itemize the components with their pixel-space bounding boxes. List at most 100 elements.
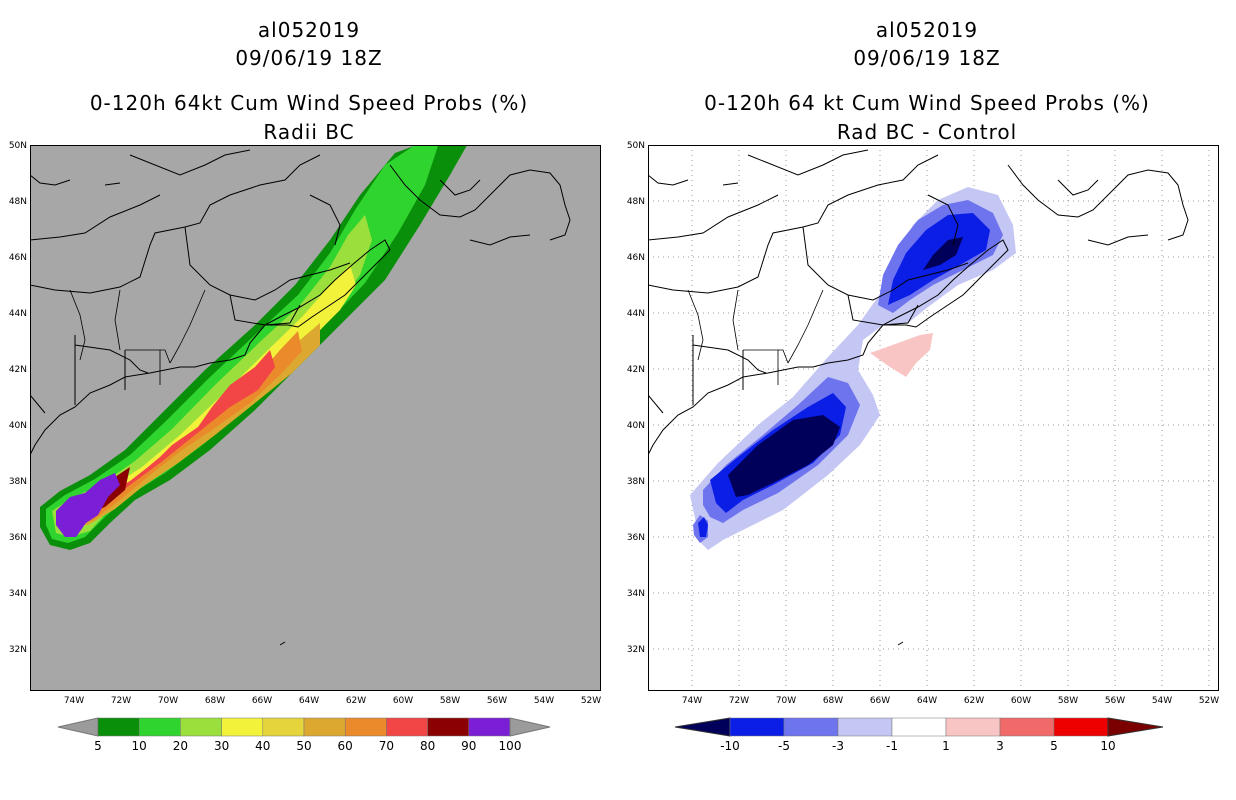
lon-tick-label: 52W xyxy=(581,696,601,706)
lat-tick-label: 48N xyxy=(9,197,27,207)
colorbar-box xyxy=(180,717,222,737)
colorbar-label: 60 xyxy=(338,739,353,753)
colorbar-label: 50 xyxy=(296,739,311,753)
lat-tick-label: 42N xyxy=(9,365,27,375)
colorbar-label: 100 xyxy=(499,739,522,753)
colorbar-box xyxy=(999,717,1055,737)
colorbar-arrow-low xyxy=(57,717,99,737)
colorbar-box xyxy=(945,717,1001,737)
colorbar-label: 3 xyxy=(996,739,1004,753)
lon-tick-label: 56W xyxy=(1105,696,1125,706)
colorbar-label: 5 xyxy=(1050,739,1058,753)
colorbar-box xyxy=(344,717,387,737)
colorbar-label: 5 xyxy=(94,739,102,753)
lon-tick-label: 66W xyxy=(252,696,272,706)
colorbar-label: 30 xyxy=(214,739,229,753)
lon-tick-label: 54W xyxy=(1152,696,1172,706)
left-map xyxy=(30,145,601,691)
lat-tick-label: 46N xyxy=(627,253,645,263)
colorbar-label: -3 xyxy=(832,739,844,753)
lon-tick-label: 62W xyxy=(964,696,984,706)
right-subtitle: Rad BC - Control xyxy=(836,120,1018,144)
diff-contour-neg10 xyxy=(728,237,963,497)
lat-tick-label: 36N xyxy=(627,533,645,543)
lat-tick-label: 44N xyxy=(627,309,645,319)
colorbar-box xyxy=(386,717,428,737)
lat-tick-label: 38N xyxy=(627,477,645,487)
left-axis-labels: 50N 48N 46N 44N 42N 40N 38N 36N 34N 32N 74W 72W 70W… xyxy=(9,141,601,706)
lon-tick-label: 64W xyxy=(299,696,319,706)
left-title: 0-120h 64kt Cum Wind Speed Probs (%) xyxy=(89,91,529,115)
lat-tick-label: 44N xyxy=(9,309,27,319)
lat-tick-label: 50N xyxy=(627,141,645,151)
colorbar-box xyxy=(837,717,893,737)
lat-tick-label: 32N xyxy=(9,645,27,655)
lat-tick-label: 40N xyxy=(627,421,645,431)
colorbar-box xyxy=(729,717,785,737)
right-title: 0-120h 64 kt Cum Wind Speed Probs (%) xyxy=(704,91,1150,115)
colorbar-label: 90 xyxy=(461,739,476,753)
lon-tick-label: 72W xyxy=(111,696,131,706)
lon-tick-label: 58W xyxy=(1058,696,1078,706)
colorbar-arrow-high xyxy=(1107,717,1164,737)
lon-tick-label: 58W xyxy=(440,696,460,706)
right-coastline xyxy=(648,149,1189,646)
lat-tick-label: 42N xyxy=(627,365,645,375)
lon-tick-label: 64W xyxy=(917,696,937,706)
lat-tick-label: 46N xyxy=(9,253,27,263)
lon-tick-label: 68W xyxy=(205,696,225,706)
right-date: 09/06/19 18Z xyxy=(853,46,1001,70)
lon-tick-label: 60W xyxy=(1011,696,1031,706)
left-storm-id: al052019 xyxy=(257,18,361,42)
colorbar-box xyxy=(303,717,346,737)
right-storm-id: al052019 xyxy=(875,18,979,42)
colorbar-label: 40 xyxy=(255,739,270,753)
colorbar-box xyxy=(427,717,470,737)
right-borders xyxy=(687,289,824,385)
colorbar-label: -10 xyxy=(720,739,740,753)
right-colorbar: -10 -5 -3 -1 1 3 5 10 xyxy=(674,717,1164,753)
left-colorbar: 5 10 20 30 40 50 60 70 80 90 100 xyxy=(57,717,551,753)
colorbar-label: 10 xyxy=(132,739,147,753)
colorbar-box xyxy=(468,717,511,737)
lon-tick-label: 70W xyxy=(158,696,178,706)
colorbar-box xyxy=(138,717,181,737)
prob-contour-10 xyxy=(46,145,439,543)
lon-tick-label: 60W xyxy=(393,696,413,706)
lat-tick-label: 48N xyxy=(627,197,645,207)
prob-contour-90 xyxy=(56,473,120,537)
diff-contour-pos1 xyxy=(870,333,933,377)
right-map xyxy=(648,145,1219,691)
colorbar-arrow-low xyxy=(674,717,731,737)
colorbar-box xyxy=(262,717,305,737)
colorbar-box xyxy=(1053,717,1109,737)
right-axis-labels: 50N 48N 46N 44N 42N 40N 38N 36N 34N 32N 74W 72W 70W… xyxy=(627,141,1219,706)
lon-tick-label: 68W xyxy=(823,696,843,706)
lon-tick-label: 52W xyxy=(1199,696,1219,706)
lon-tick-label: 62W xyxy=(346,696,366,706)
lat-tick-label: 34N xyxy=(9,589,27,599)
colorbar-label: 20 xyxy=(173,739,188,753)
lat-tick-label: 50N xyxy=(9,141,27,151)
lon-tick-label: 66W xyxy=(870,696,890,706)
left-date: 09/06/19 18Z xyxy=(235,46,383,70)
lon-tick-label: 70W xyxy=(776,696,796,706)
lat-tick-label: 38N xyxy=(9,477,27,487)
lat-tick-label: 34N xyxy=(627,589,645,599)
colorbar-box xyxy=(783,717,839,737)
left-map-background xyxy=(30,145,601,691)
lon-tick-label: 54W xyxy=(534,696,554,706)
lat-tick-label: 40N xyxy=(9,421,27,431)
lon-tick-label: 74W xyxy=(64,696,84,706)
left-subtitle: Radii BC xyxy=(263,120,355,144)
left-borders xyxy=(69,289,206,385)
lon-tick-label: 56W xyxy=(487,696,507,706)
colorbar-box xyxy=(891,717,947,737)
lon-tick-label: 72W xyxy=(729,696,749,706)
colorbar-label: 10 xyxy=(1100,739,1115,753)
lat-tick-label: 32N xyxy=(627,645,645,655)
colorbar-label: -5 xyxy=(778,739,790,753)
colorbar-arrow-high xyxy=(509,717,551,737)
lon-tick-label: 74W xyxy=(682,696,702,706)
colorbar-label: 70 xyxy=(379,739,394,753)
